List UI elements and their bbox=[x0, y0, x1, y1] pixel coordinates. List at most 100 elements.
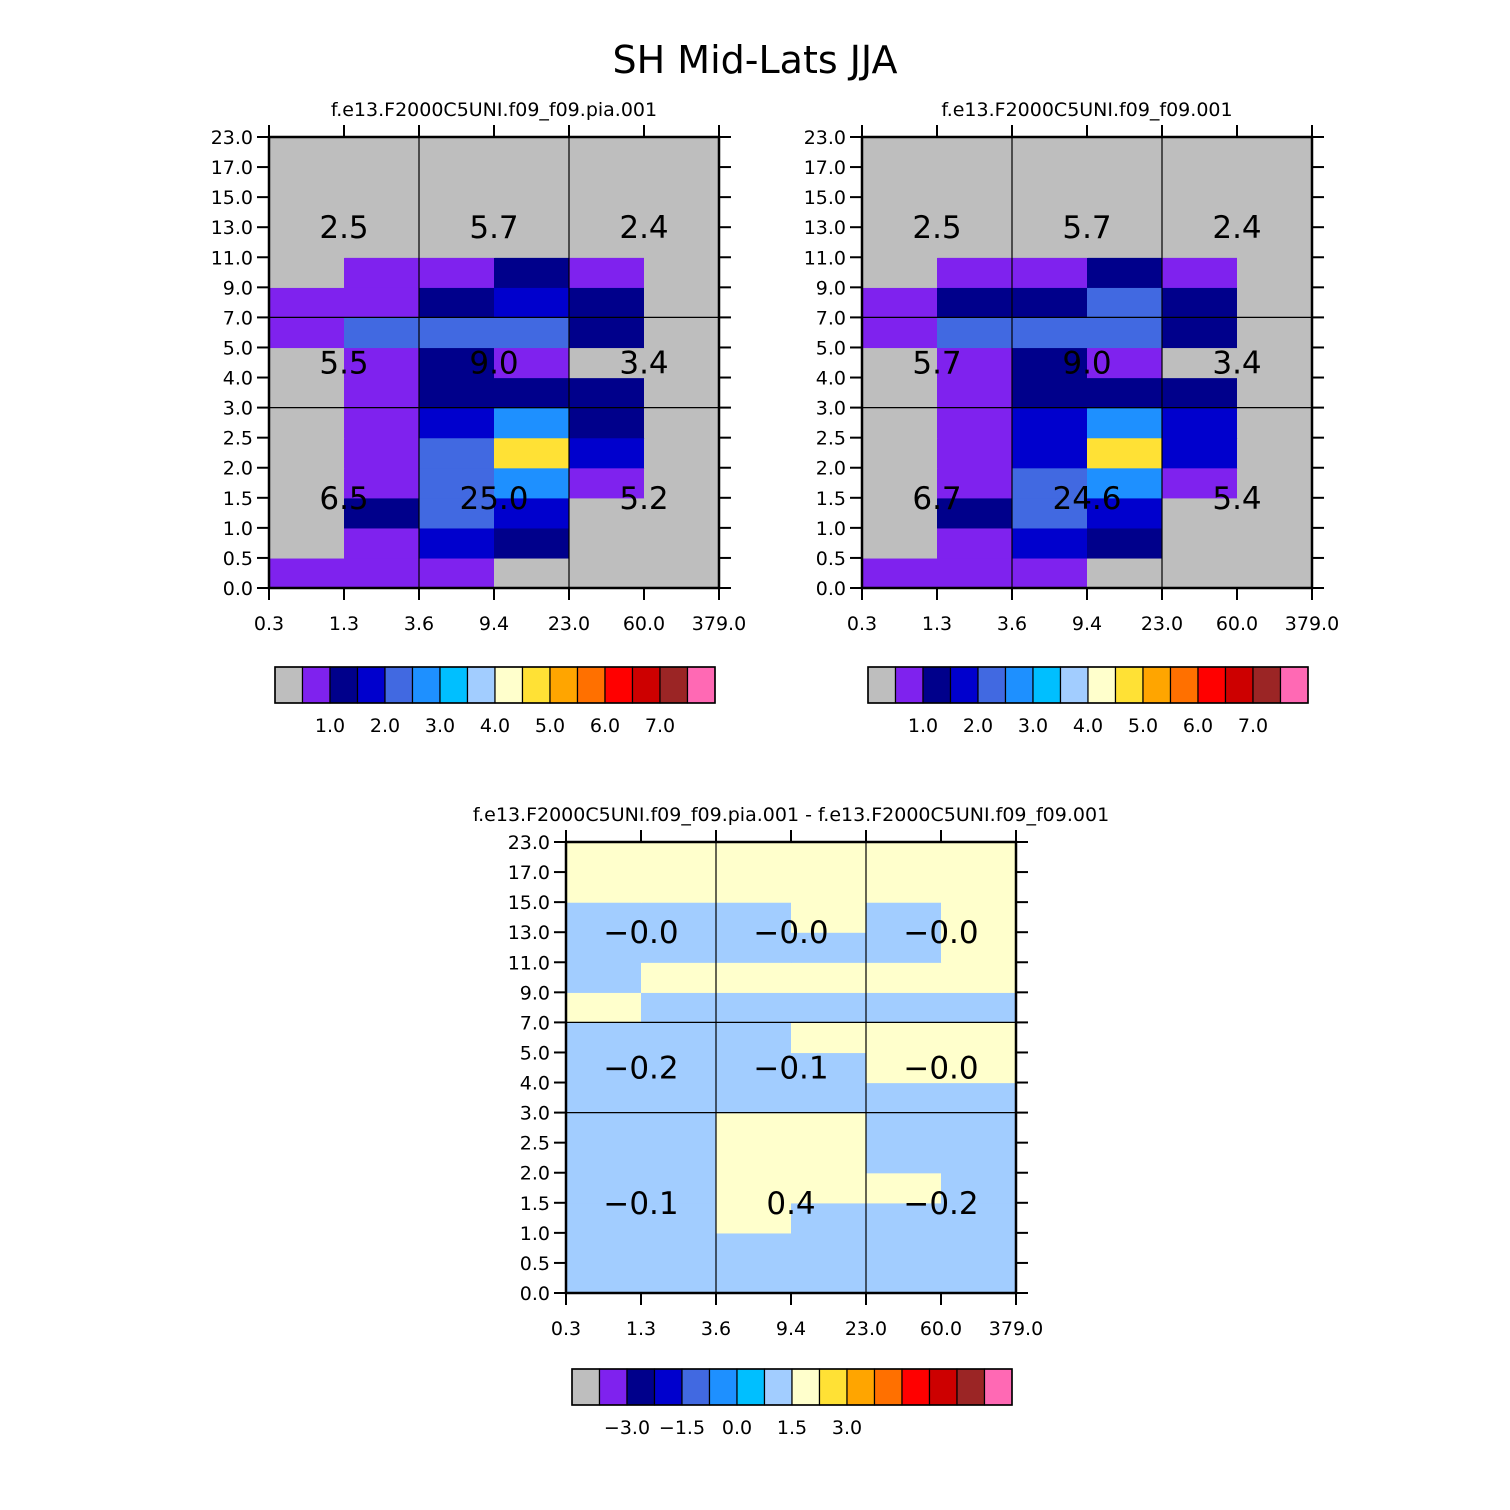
y-tick-label: 3.0 bbox=[223, 398, 253, 420]
heatmap-cell bbox=[1012, 137, 1088, 168]
heatmap-cell bbox=[644, 347, 720, 379]
region-value-label: 3.4 bbox=[619, 346, 668, 382]
colorbar-label: −3.0 bbox=[604, 1417, 650, 1439]
heatmap-cell bbox=[419, 167, 495, 198]
y-tick-label: 13.0 bbox=[508, 922, 550, 944]
heatmap-cell bbox=[1087, 527, 1163, 559]
heatmap-cell bbox=[941, 1172, 1017, 1204]
heatmap-cell bbox=[569, 347, 645, 379]
heatmap-cell bbox=[419, 497, 495, 529]
x-tick-label: 1.3 bbox=[922, 613, 952, 635]
heatmap-cell bbox=[716, 1262, 792, 1294]
heatmap-cell bbox=[866, 1172, 942, 1204]
heatmap-cell bbox=[344, 197, 420, 228]
heatmap-cell bbox=[641, 1202, 717, 1234]
region-value-label: −0.0 bbox=[753, 915, 828, 951]
heatmap-cell bbox=[1162, 317, 1238, 349]
heatmap-cell bbox=[344, 257, 420, 288]
y-tick-label: 1.0 bbox=[223, 518, 253, 540]
heatmap-cell bbox=[1087, 347, 1163, 379]
y-tick-label: 1.5 bbox=[520, 1193, 550, 1215]
region-value-label: −0.0 bbox=[903, 915, 978, 951]
panel-2: f.e13.F2000C5UNI.f09_f09.001 0.0 0.5 1.0 1.5… bbox=[804, 99, 1340, 737]
colorbar-swatch bbox=[576, 666, 606, 704]
heatmap-cell bbox=[791, 1022, 867, 1054]
colorbar-swatch bbox=[818, 1368, 848, 1406]
y-tick-label: 7.0 bbox=[816, 307, 846, 329]
colorbar-swatch bbox=[659, 666, 689, 704]
heatmap-cell bbox=[862, 467, 938, 499]
y-tick-label: 9.0 bbox=[223, 277, 253, 299]
heatmap-cell bbox=[419, 437, 495, 469]
heatmap-cell bbox=[644, 527, 720, 559]
colorbar-label: 5.0 bbox=[1128, 715, 1158, 737]
heatmap-cell bbox=[791, 932, 867, 963]
heatmap-cell bbox=[716, 1172, 792, 1204]
heatmap-cell bbox=[1237, 347, 1313, 379]
colorbar-swatch bbox=[894, 666, 924, 704]
heatmap-cell bbox=[941, 1232, 1017, 1264]
heatmap-cell bbox=[566, 1112, 642, 1144]
heatmap-cell bbox=[862, 317, 938, 349]
heatmap-cell bbox=[566, 992, 642, 1023]
heatmap-cell bbox=[569, 287, 645, 318]
heatmap-cell bbox=[791, 902, 867, 933]
heatmap-cell bbox=[641, 1262, 717, 1294]
heatmap-cell bbox=[644, 227, 720, 258]
y-tick-label: 11.0 bbox=[508, 952, 550, 974]
y-tick-label: 3.0 bbox=[816, 398, 846, 420]
heatmap-cell bbox=[862, 557, 938, 589]
heatmap-cell bbox=[1012, 197, 1088, 228]
x-tick-label: 379.0 bbox=[989, 1318, 1043, 1340]
y-tick-label: 1.5 bbox=[816, 488, 846, 510]
heatmap-cell bbox=[344, 557, 420, 589]
heatmap-cell bbox=[866, 1142, 942, 1174]
heatmap-cell bbox=[269, 347, 345, 379]
x-tick-label: 0.3 bbox=[847, 613, 877, 635]
heatmap-cell bbox=[716, 1142, 792, 1174]
region-value-label: 5.7 bbox=[912, 346, 961, 382]
region-value-label: 25.0 bbox=[459, 481, 528, 517]
panel-title: f.e13.F2000C5UNI.f09_f09.001 bbox=[941, 99, 1232, 121]
heatmap-cell bbox=[1237, 317, 1313, 349]
y-tick-label: 2.0 bbox=[816, 458, 846, 480]
heatmap-cell bbox=[862, 407, 938, 439]
colorbar-swatch bbox=[983, 1368, 1013, 1406]
heatmap-cell bbox=[644, 287, 720, 318]
colorbar-label: 7.0 bbox=[645, 715, 675, 737]
heatmap-cell bbox=[344, 227, 420, 258]
y-tick-label: 2.5 bbox=[520, 1133, 550, 1155]
heatmap-cell bbox=[1162, 407, 1238, 439]
heatmap-cell bbox=[566, 932, 642, 963]
region-value-label: 2.5 bbox=[912, 210, 961, 246]
heatmap-cell bbox=[494, 227, 570, 258]
heatmap-cell bbox=[1012, 527, 1088, 559]
x-tick-label: 3.6 bbox=[404, 613, 434, 635]
x-tick-label: 3.6 bbox=[701, 1318, 731, 1340]
colorbar-swatch bbox=[329, 666, 359, 704]
heatmap-cell bbox=[419, 467, 495, 499]
heatmap-cell bbox=[716, 1232, 792, 1264]
region-value-label: −0.0 bbox=[903, 1051, 978, 1087]
heatmap-cell bbox=[937, 167, 1013, 198]
heatmap-cell bbox=[716, 962, 792, 993]
colorbar-label: 6.0 bbox=[1183, 715, 1213, 737]
heatmap-cell bbox=[644, 257, 720, 288]
colorbar-swatch bbox=[736, 1368, 766, 1406]
panel-3: f.e13.F2000C5UNI.f09_f09.pia.001 - f.e13… bbox=[473, 804, 1109, 1439]
heatmap-cell bbox=[941, 962, 1017, 993]
region-value-label: 9.0 bbox=[1062, 346, 1111, 382]
region-value-label: 5.4 bbox=[1212, 481, 1261, 517]
heatmap-cell bbox=[862, 377, 938, 409]
x-tick-label: 1.3 bbox=[329, 613, 359, 635]
heatmap-cell bbox=[862, 137, 938, 168]
y-tick-label: 0.5 bbox=[223, 548, 253, 570]
heatmap-cell bbox=[344, 287, 420, 318]
y-tick-label: 2.0 bbox=[223, 458, 253, 480]
colorbar-swatch bbox=[1252, 666, 1282, 704]
heatmap-cell bbox=[941, 1202, 1017, 1234]
heatmap-cell bbox=[419, 197, 495, 228]
region-value-label: 6.5 bbox=[319, 481, 368, 517]
region-value-label: 5.7 bbox=[1062, 210, 1111, 246]
heatmap-cell bbox=[716, 1082, 792, 1114]
